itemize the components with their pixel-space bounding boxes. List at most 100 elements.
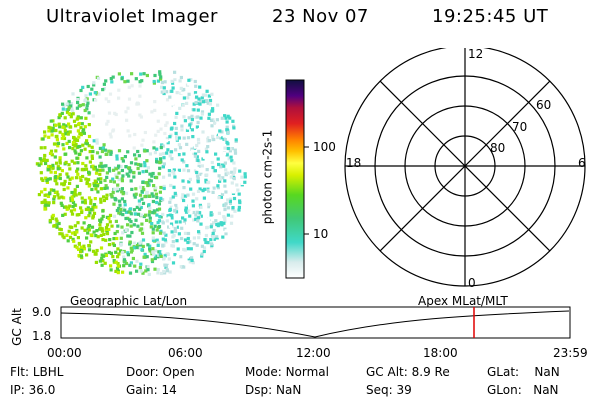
aurora-pixel: [109, 268, 113, 272]
aurora-pixel: [195, 125, 199, 129]
aurora-pixel: [165, 139, 169, 143]
aurora-pixel: [116, 247, 120, 251]
aurora-pixel: [108, 238, 112, 242]
aurora-pixel: [202, 155, 207, 159]
aurora-pixel: [228, 201, 232, 205]
aurora-pixel: [155, 157, 159, 161]
aurora-pixel: [75, 246, 79, 250]
aurora-pixel: [66, 107, 71, 111]
aurora-pixel: [45, 180, 49, 184]
aurora-pixel: [180, 128, 184, 132]
aurora-pixel: [105, 171, 109, 175]
aurora-pixel: [119, 249, 123, 253]
aurora-pixel: [101, 209, 105, 213]
aurora-pixel: [112, 168, 116, 172]
aurora-pixel: [184, 182, 188, 186]
aurora-pixel: [224, 232, 228, 236]
aurora-pixel: [171, 244, 175, 248]
aurora-pixel: [204, 178, 208, 182]
aurora-pixel: [113, 231, 117, 236]
aurora-pixel: [81, 161, 85, 166]
aurora-pixel: [76, 129, 80, 133]
aurora-pixel: [207, 154, 212, 158]
aurora-pixel: [223, 207, 227, 212]
aurora-pixel: [170, 89, 174, 93]
aurora-pixel: [147, 178, 152, 182]
aurora-pixel: [40, 190, 44, 194]
aurora-pixel: [142, 255, 146, 259]
aurora-pixel: [175, 239, 179, 243]
aurora-pixel: [81, 174, 85, 179]
aurora-pixel: [206, 241, 210, 245]
aurora-pixel: [155, 238, 159, 242]
aurora-pixel: [236, 179, 240, 183]
aurora-pixel: [223, 204, 227, 208]
aurora-pixel: [165, 121, 169, 125]
aurora-pixel: [97, 92, 101, 96]
aurora-pixel: [139, 243, 143, 247]
aurora-pixel: [219, 136, 223, 140]
aurora-pixel: [201, 174, 205, 178]
aurora-pixel: [188, 260, 192, 264]
timeline-left-title: Geographic Lat/Lon: [70, 294, 188, 308]
aurora-pixel: [138, 94, 142, 98]
aurora-pixel: [129, 224, 133, 228]
aurora-pixel: [159, 157, 163, 161]
aurora-pixel: [119, 212, 123, 216]
aurora-pixel: [207, 112, 211, 116]
aurora-pixel: [99, 187, 103, 191]
aurora-pixel: [191, 199, 195, 203]
aurora-pixel: [44, 176, 48, 180]
aurora-pixel: [52, 128, 56, 133]
aurora-pixel: [117, 178, 121, 182]
aurora-pixel: [59, 201, 63, 205]
aurora-pixel: [154, 249, 158, 253]
aurora-pixel: [69, 115, 73, 119]
aurora-pixel: [91, 205, 95, 209]
aurora-pixel: [119, 242, 123, 246]
aurora-pixel: [103, 186, 107, 190]
aurora-pixel: [93, 179, 97, 183]
aurora-pixel: [186, 126, 190, 130]
aurora-pixel: [128, 234, 132, 238]
aurora-pixel: [205, 125, 209, 129]
aurora-pixel: [208, 102, 212, 106]
aurora-pixel: [107, 243, 112, 247]
instrument-title: Ultraviolet Imager: [46, 6, 218, 27]
aurora-pixel: [70, 190, 74, 195]
aurora-pixel: [43, 207, 47, 211]
aurora-pixel: [139, 269, 143, 273]
aurora-pixel: [179, 265, 183, 269]
aurora-pixel: [189, 247, 193, 251]
aurora-pixel: [156, 129, 160, 133]
aurora-pixel: [57, 122, 61, 126]
aurora-pixel: [64, 124, 68, 128]
aurora-pixel: [133, 195, 137, 199]
aurora-pixel: [152, 146, 156, 150]
colorbar-tick-label-100: 100: [313, 140, 336, 154]
aurora-pixel: [89, 207, 93, 211]
aurora-pixel: [173, 78, 177, 82]
aurora-pixel: [83, 201, 87, 205]
aurora-pixel: [63, 116, 67, 120]
aurora-pixel: [217, 174, 221, 178]
aurora-pixel: [73, 203, 77, 207]
aurora-pixel: [129, 212, 133, 216]
aurora-pixel: [114, 167, 118, 171]
aurora-pixel: [73, 149, 77, 153]
aurora-pixel: [177, 168, 181, 172]
aurora-pixel: [212, 137, 216, 142]
aurora-pixel: [199, 214, 203, 218]
aurora-pixel: [215, 111, 219, 115]
aurora-pixel: [210, 206, 214, 210]
aurora-pixel: [206, 145, 210, 149]
aurora-pixel: [134, 157, 138, 161]
aurora-pixel: [73, 244, 77, 248]
aurora-pixel: [181, 103, 185, 107]
aurora-pixel: [53, 155, 57, 159]
aurora-pixel: [225, 140, 229, 144]
aurora-pixel: [205, 168, 209, 172]
aurora-pixel: [210, 109, 214, 113]
aurora-pixel: [165, 219, 169, 223]
aurora-pixel: [47, 125, 51, 129]
